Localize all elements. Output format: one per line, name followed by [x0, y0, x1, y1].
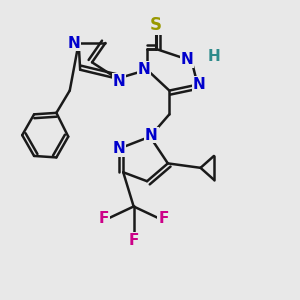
- Text: H: H: [208, 49, 220, 64]
- Text: N: N: [112, 74, 125, 89]
- Text: F: F: [158, 211, 169, 226]
- Text: N: N: [145, 128, 158, 142]
- Text: F: F: [99, 211, 109, 226]
- Text: S: S: [150, 16, 162, 34]
- Text: N: N: [181, 52, 194, 67]
- Text: N: N: [68, 35, 81, 50]
- Text: N: N: [112, 141, 125, 156]
- Text: N: N: [138, 62, 150, 77]
- Text: N: N: [193, 77, 206, 92]
- Text: F: F: [128, 233, 139, 248]
